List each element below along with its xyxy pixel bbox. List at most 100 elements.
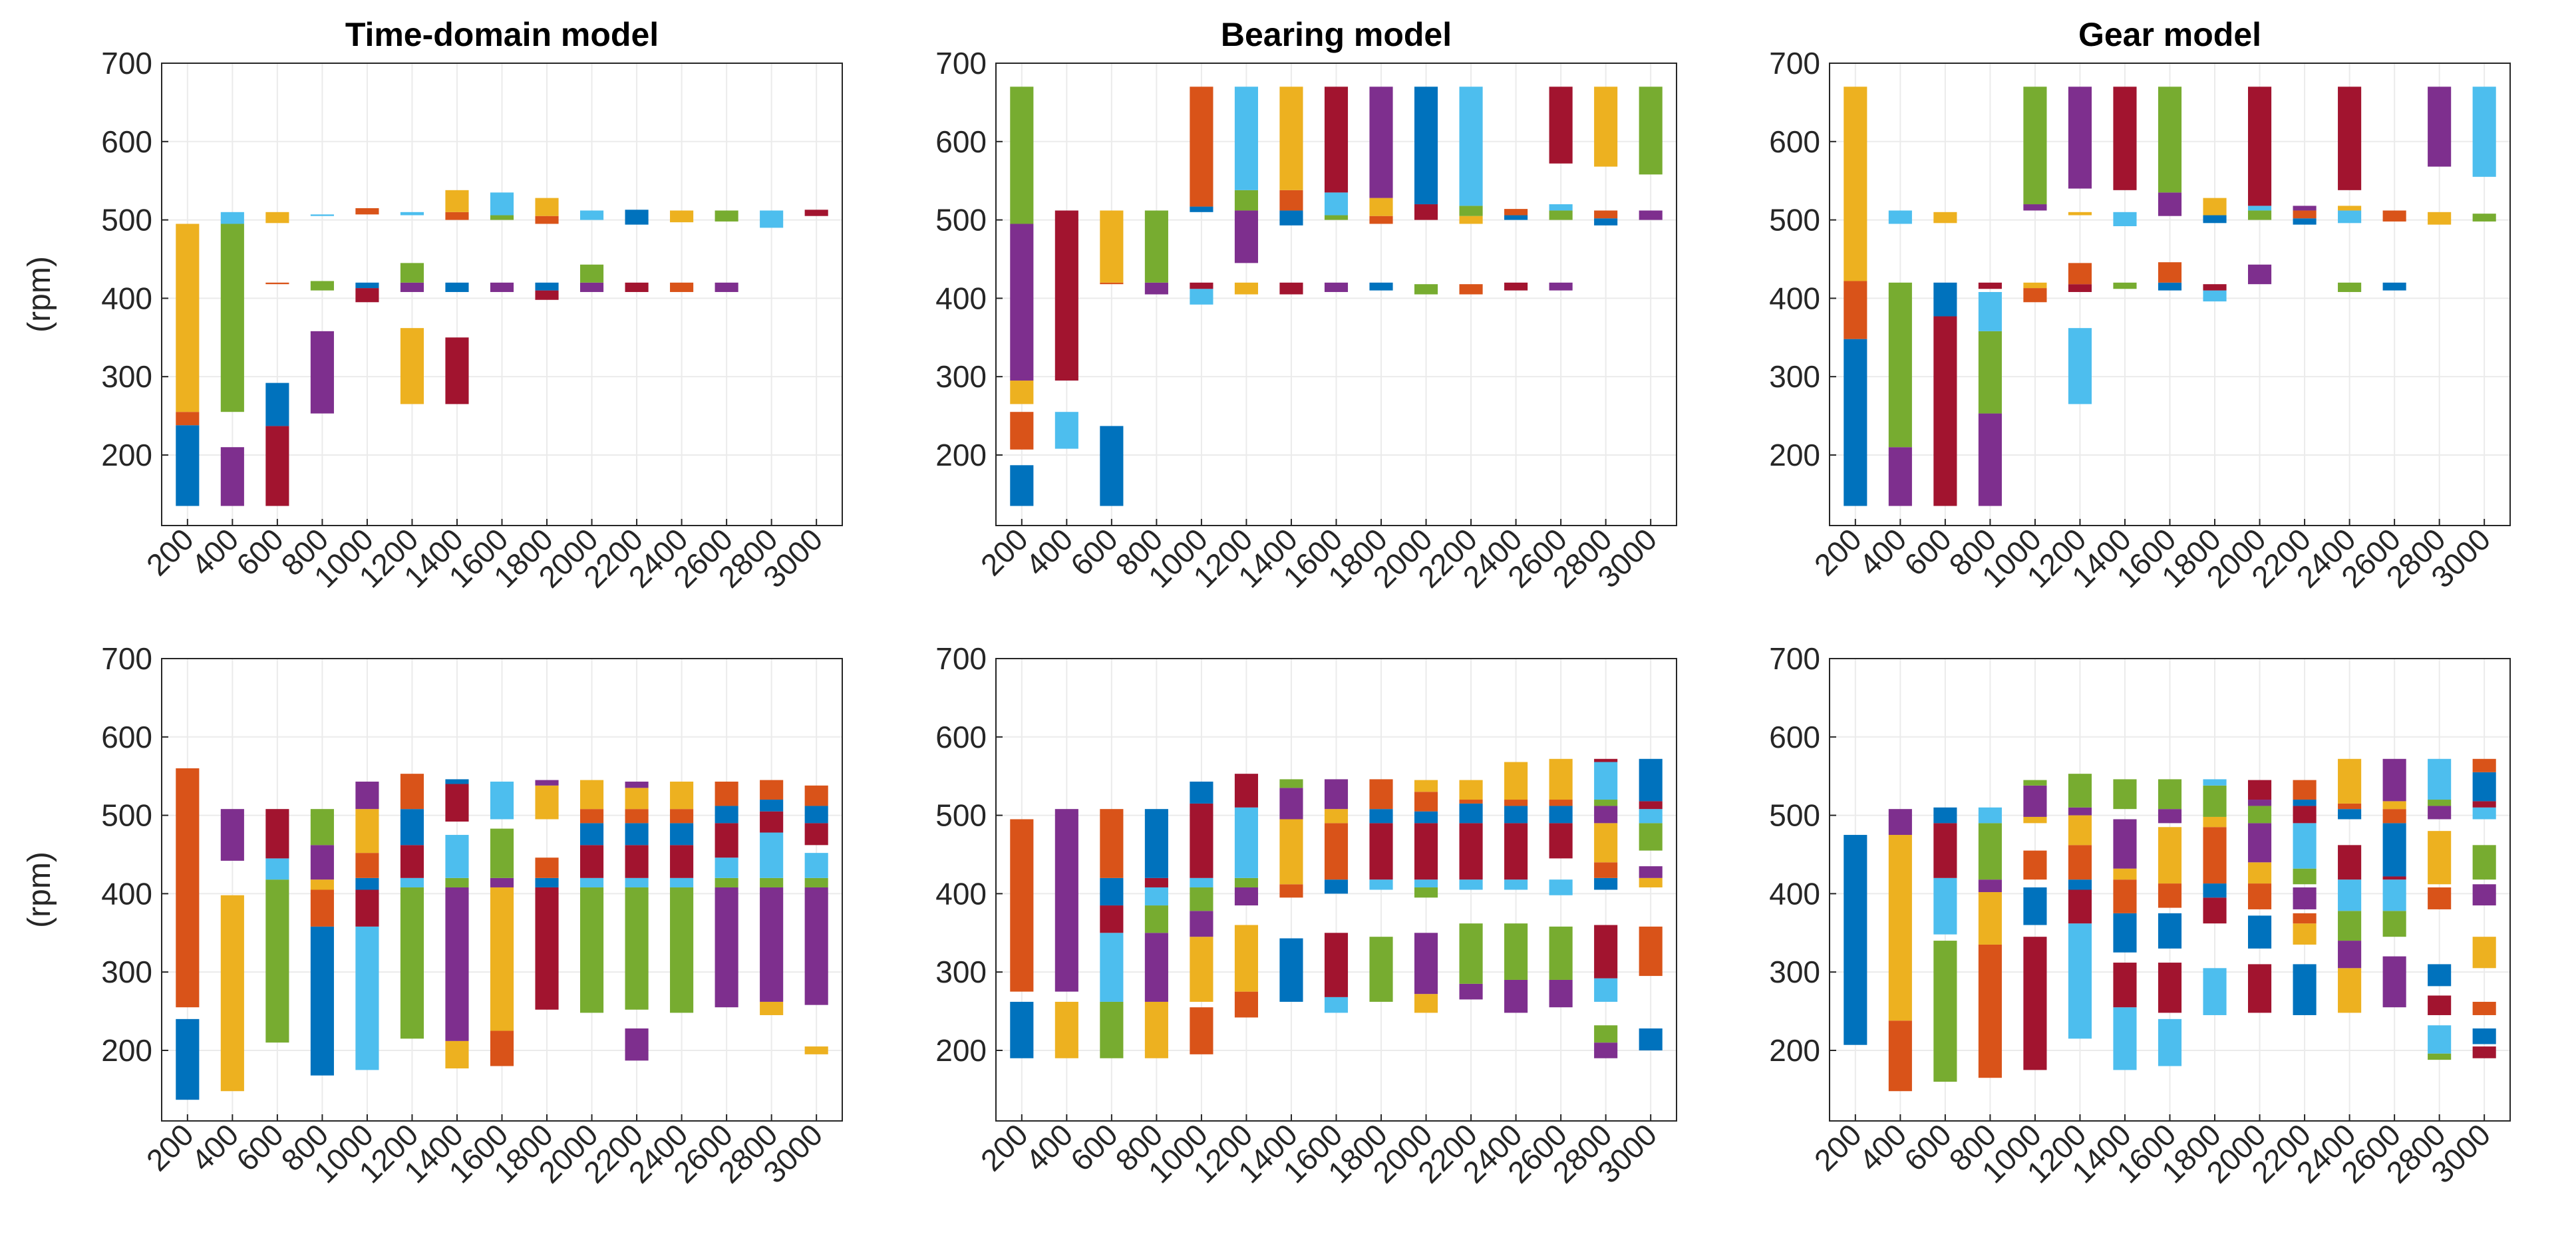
bar-segment [670,210,694,223]
bar-segment [2113,282,2137,289]
bar-segment [1324,997,1349,1013]
bar-segment [1414,823,1438,880]
bar-segment [670,877,694,887]
bar-segment [400,877,424,887]
bar-segment [490,282,514,292]
bar-segment [445,1040,469,1069]
bar-segment [1639,1028,1663,1050]
chart-panel-3: 2003004005006007002004006008001000120014… [1769,16,2511,594]
bar-segment [1010,819,1034,992]
bar-segment [760,800,784,812]
bar-segment [445,779,469,784]
bar-segment [1054,809,1078,992]
y-tick-label: 200 [935,438,987,472]
bar-segment [220,447,244,506]
bar-segment [2428,806,2452,820]
bar-segment [2023,887,2047,925]
bar-segment [1549,823,1573,859]
panel-title: Gear model [2078,16,2261,53]
bar-segment [2338,845,2362,880]
bar-segment [1459,800,1483,804]
y-tick-label: 700 [101,641,152,676]
bar-segment [2338,941,2362,969]
bar-segment [1639,801,1663,810]
bar-segment [1594,862,1618,878]
bar-segment [2472,937,2496,969]
bar-segment [625,1028,649,1061]
bar-segment [2472,86,2496,177]
bar-segment [1549,926,1573,980]
bar-segment [1324,86,1349,193]
bar-segment [715,781,738,806]
bar-segment [1594,758,1618,762]
bar-segment [579,809,604,824]
bar-segment [2068,807,2092,816]
bar-segment [400,263,424,283]
bar-segment [2293,206,2317,211]
bar-segment [1504,979,1528,1013]
bar-segment [2428,1025,2452,1054]
bar-segment [2382,956,2406,1008]
y-tick-label: 500 [1769,798,1820,833]
y-tick-label: 200 [935,1033,987,1068]
panel-title: Time-domain model [345,16,659,53]
bar-segment [490,877,514,887]
bar-segment [1369,779,1393,810]
y-tick-label: 300 [101,955,152,989]
bar-segment [1933,282,1957,317]
bar-segment [670,781,694,810]
bar-segment [2338,206,2362,211]
bar-segment [535,216,559,224]
bar-segment [2203,897,2227,924]
bar-segment [1888,1020,1912,1092]
bar-segment [2158,1018,2182,1066]
bar-segment [1594,218,1618,226]
bar-segment [445,784,469,822]
bar-segment [2472,214,2496,222]
y-tick-label: 600 [935,124,987,159]
bar-segment [760,1001,784,1015]
bar-segment [265,879,289,1043]
bar-segment [2338,758,2362,804]
bar-segment [1144,887,1168,906]
panel-title: Bearing model [1221,16,1452,53]
bar-segment [1279,282,1303,295]
bar-segment [804,1046,828,1054]
bar-segment [1369,809,1393,824]
bar-segment [1933,941,1957,1082]
bar-segment [2113,86,2137,190]
y-tick-label: 200 [101,1033,152,1068]
bar-segment [310,281,334,291]
bar-segment [176,768,200,1008]
bar-segment [1234,991,1259,1018]
bar-segment [1324,282,1349,292]
bar-segment [1190,282,1213,289]
bar-segment [579,845,604,878]
bar-segment [1054,1001,1078,1058]
bar-segment [625,845,649,878]
bar-segment [1549,282,1573,291]
bar-segment [1549,979,1573,1008]
bar-segment [1054,412,1078,449]
bar-segment [2158,779,2182,810]
bar-segment [2068,923,2092,1039]
chart-panel-2: 2003004005006007002004006008001000120014… [935,16,1677,594]
bar-segment [579,823,604,846]
bar-segment [2428,964,2452,987]
bar-segment [1549,210,1573,220]
bar-segment [2023,816,2047,824]
bar-segment [1234,282,1259,295]
bar-segment [310,845,334,880]
y-tick-label: 700 [1769,641,1820,676]
bar-segment [310,926,334,1076]
bar-segment [220,224,244,412]
bar-segment [2293,800,2317,806]
bar-segment [804,785,828,806]
bar-segment [1369,823,1393,880]
y-tick-label: 500 [935,203,987,237]
bar-segment [2158,963,2182,1013]
bar-segment [1279,819,1303,885]
bar-segment [1100,1001,1124,1058]
bar-segment [1324,823,1349,880]
bar-segment [1144,877,1168,887]
